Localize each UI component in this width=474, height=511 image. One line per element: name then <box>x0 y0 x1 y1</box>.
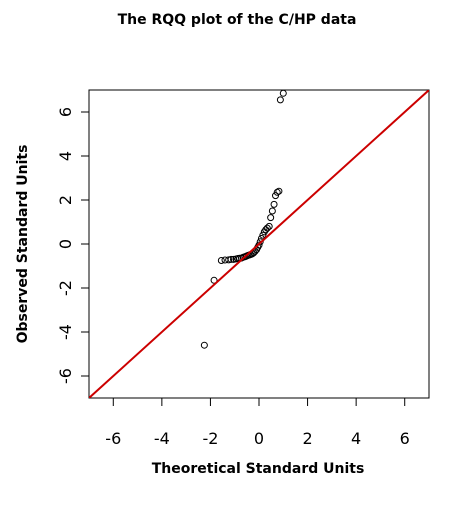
y-tick-label: 2 <box>56 195 75 205</box>
data-point <box>265 222 273 230</box>
data-point <box>227 255 235 263</box>
data-point <box>259 231 267 239</box>
data-point <box>275 187 283 195</box>
data-point <box>255 241 263 249</box>
data-point <box>268 207 276 215</box>
y-tick-label: 4 <box>56 151 75 161</box>
data-point <box>272 192 280 200</box>
y-tick-label: -4 <box>56 324 75 340</box>
data-point <box>256 238 264 246</box>
data-point <box>217 257 225 264</box>
data-point <box>200 341 208 349</box>
y-tick-label: 0 <box>56 239 75 249</box>
x-tick-label: -6 <box>105 429 121 448</box>
y-axis-label: Observed Standard Units <box>15 145 31 344</box>
x-tick-label: -2 <box>202 429 218 448</box>
data-point <box>270 200 278 208</box>
reference-line <box>89 90 429 398</box>
data-points <box>200 90 287 349</box>
data-point <box>225 256 233 264</box>
x-tick-label: 0 <box>254 429 264 448</box>
data-point <box>263 224 271 232</box>
x-tick-label: 6 <box>400 429 410 448</box>
chart-title: The RQQ plot of the C/HP data <box>118 12 357 28</box>
y-axis: -6 -4 -2 0 2 4 6 <box>56 107 89 384</box>
y-tick-label: 6 <box>56 107 75 117</box>
data-point <box>267 214 275 222</box>
y-tick-label: -6 <box>56 368 75 384</box>
x-tick-label: 4 <box>351 429 361 448</box>
data-point <box>210 276 218 284</box>
data-point <box>276 96 284 104</box>
x-axis-label: Theoretical Standard Units <box>152 461 365 477</box>
x-tick-label: 2 <box>302 429 312 448</box>
x-axis: -6 -4 -2 0 2 4 6 <box>105 398 410 448</box>
x-tick-label: -4 <box>154 429 170 448</box>
data-point <box>279 90 287 97</box>
reference-line-group <box>89 90 429 398</box>
y-tick-label: -2 <box>56 280 75 296</box>
data-point <box>273 188 281 196</box>
